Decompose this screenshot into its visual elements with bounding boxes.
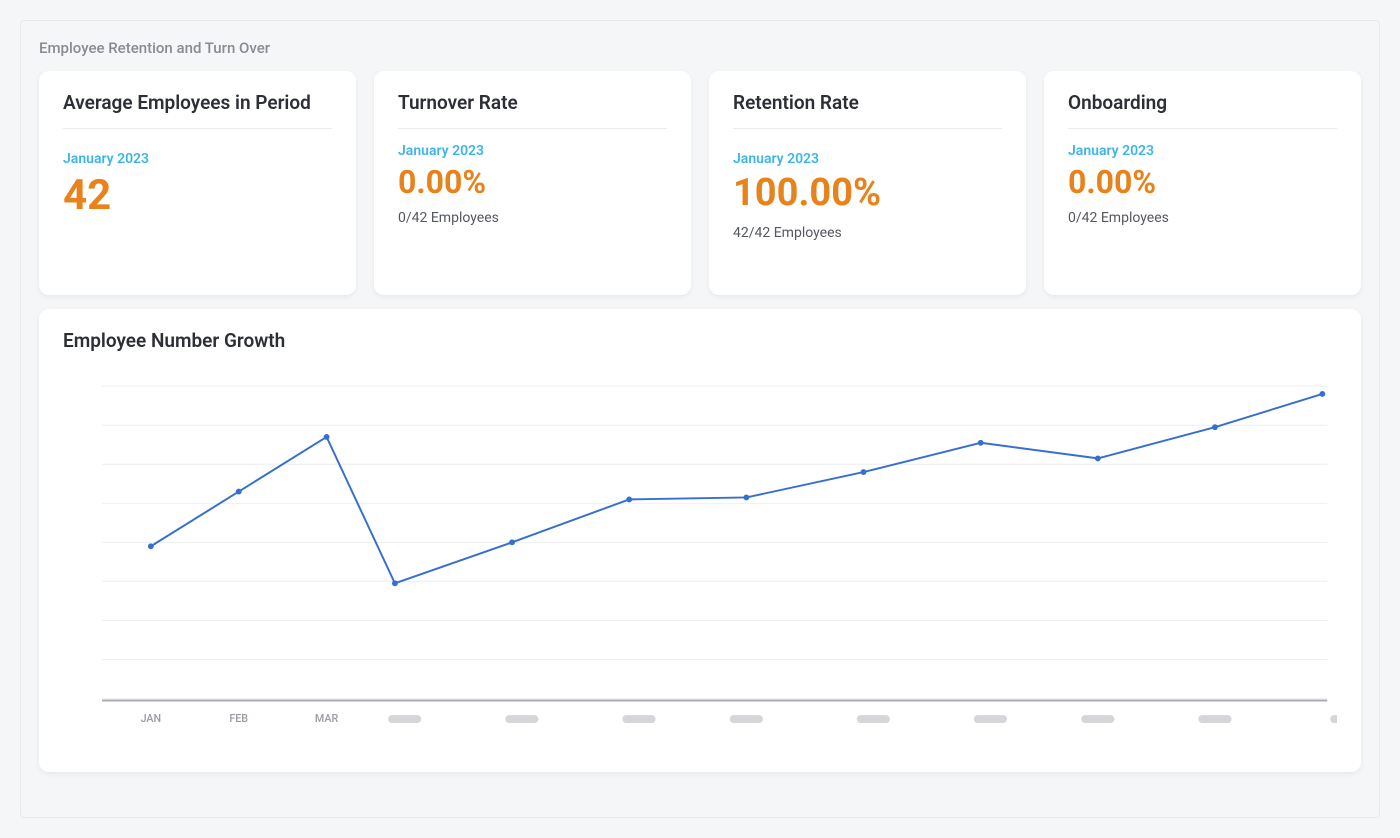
chart-title: Employee Number Growth (63, 329, 1337, 352)
dashboard: Employee Retention and Turn Over Average… (20, 20, 1380, 818)
svg-text:JAN: JAN (141, 712, 162, 725)
chart-area: JAN FEB MAR (63, 362, 1337, 752)
section-title: Employee Retention and Turn Over (39, 39, 1361, 57)
card-sub: 0/42 Employees (398, 210, 667, 226)
card-value: 0.00% (398, 165, 667, 200)
card-period: January 2023 (398, 143, 667, 159)
card-onboarding: Onboarding January 2023 0.00% 0/42 Emplo… (1044, 71, 1361, 295)
card-period: January 2023 (63, 151, 332, 167)
card-value: 0.00% (1068, 165, 1337, 200)
card-retention-rate: Retention Rate January 2023 100.00% 42/4… (709, 71, 1026, 295)
card-period: January 2023 (733, 151, 1002, 167)
card-turnover-rate: Turnover Rate January 2023 0.00% 0/42 Em… (374, 71, 691, 295)
svg-text:MAR: MAR (315, 712, 339, 725)
card-title: Average Employees in Period (63, 91, 332, 129)
card-title: Retention Rate (733, 91, 1002, 129)
card-title: Onboarding (1068, 91, 1337, 129)
svg-text:FEB: FEB (229, 712, 248, 725)
card-value: 100.00% (733, 173, 1002, 215)
card-value: 42 (63, 173, 332, 219)
card-period: January 2023 (1068, 143, 1337, 159)
card-average-employees: Average Employees in Period January 2023… (39, 71, 356, 295)
card-title: Turnover Rate (398, 91, 667, 129)
kpi-cards-row: Average Employees in Period January 2023… (39, 71, 1361, 295)
chart-card-employee-growth: Employee Number Growth JAN FEB MAR (39, 309, 1361, 772)
card-sub: 0/42 Employees (1068, 210, 1337, 226)
line-chart: JAN FEB MAR (63, 362, 1337, 752)
card-sub: 42/42 Employees (733, 225, 1002, 241)
